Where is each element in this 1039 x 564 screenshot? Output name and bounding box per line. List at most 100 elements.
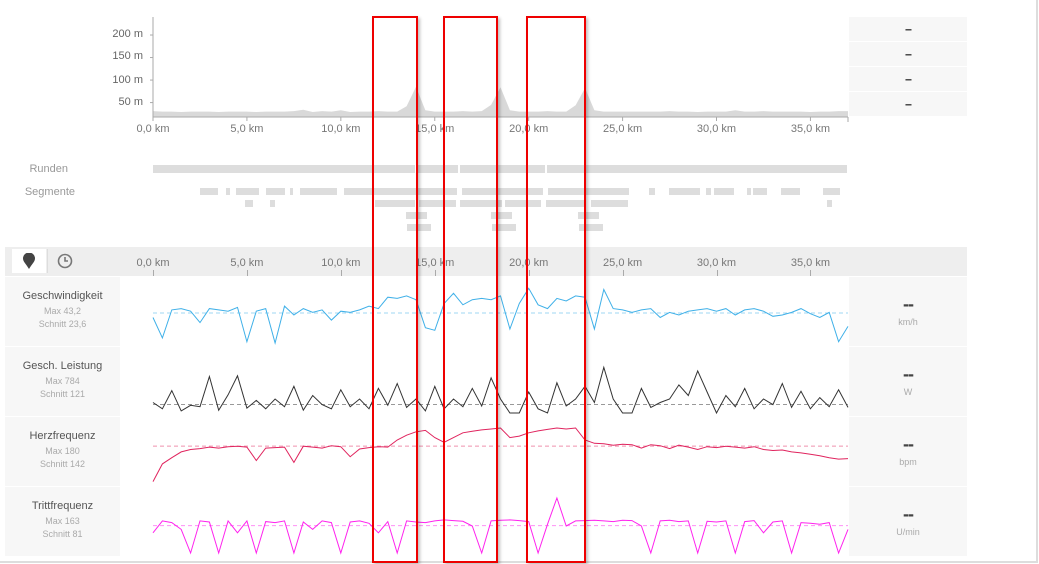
segment-bar[interactable]	[548, 188, 629, 195]
segment-bar[interactable]	[706, 188, 711, 195]
x-tick-label: 15,0 km	[415, 123, 455, 135]
chart-background	[122, 417, 848, 486]
segment-bar[interactable]	[344, 188, 457, 195]
segment-bar[interactable]	[492, 224, 516, 231]
segment-bar[interactable]	[578, 212, 599, 219]
segment-bar[interactable]	[407, 224, 431, 231]
segment-bar[interactable]	[546, 200, 584, 207]
x-tick-label: 30,0 km	[696, 123, 737, 135]
metric-label-panel: Geschwindigkeit Max 43,2 Schnitt 23,6	[5, 277, 120, 346]
metric-label-panel: Gesch. Leistung Max 784 Schnitt 121	[5, 347, 120, 416]
lap-bar[interactable]	[547, 165, 847, 173]
metric-chart[interactable]	[0, 277, 1039, 346]
series-line	[152, 365, 849, 415]
lap-bar[interactable]	[417, 165, 458, 173]
metric-label-panel: Trittfrequenz Max 163 Schnitt 81	[5, 487, 120, 556]
x-tick-mark	[434, 270, 436, 276]
segment-bar[interactable]	[669, 188, 700, 195]
metric-unit: U/min	[896, 527, 920, 537]
segment-bar[interactable]	[300, 188, 337, 195]
segment-bar[interactable]	[753, 188, 767, 195]
elevation-side-value: --	[849, 67, 967, 91]
metric-max: Max 43,2	[43, 306, 82, 316]
elevation-y-tick: 100 m	[112, 74, 143, 86]
x-tick-mark	[340, 270, 342, 276]
x-tick-label: 10,0 km	[321, 123, 361, 135]
segment-bar[interactable]	[579, 224, 603, 231]
segment-bar[interactable]	[266, 188, 285, 195]
metric-chart[interactable]	[0, 417, 1039, 486]
chart-background	[122, 487, 848, 556]
segment-bar[interactable]	[406, 212, 427, 219]
metric-value-panel: -- km/h	[849, 277, 967, 346]
x-tick-mark	[246, 270, 248, 276]
metric-chart[interactable]	[0, 487, 1039, 556]
metric-name: Gesch. Leistung	[22, 360, 103, 372]
distance-mode-button[interactable]	[12, 249, 46, 273]
metric-current-value: --	[903, 504, 914, 524]
elevation-y-tick: 200 m	[112, 28, 143, 40]
metric-name: Geschwindigkeit	[22, 290, 103, 302]
metric-average: Schnitt 142	[39, 459, 86, 469]
segment-bar[interactable]	[245, 200, 253, 207]
metric-max: Max 163	[45, 516, 80, 526]
elevation-side-value: --	[849, 42, 967, 66]
segment-bar[interactable]	[747, 188, 751, 195]
segment-bar[interactable]	[591, 200, 628, 207]
segment-bar[interactable]	[827, 200, 832, 207]
metric-average: Schnitt 121	[39, 389, 86, 399]
segment-bar[interactable]	[823, 188, 840, 195]
segment-bar[interactable]	[462, 188, 543, 195]
segment-bar[interactable]	[460, 200, 502, 207]
metric-value-panel: -- W	[849, 347, 967, 416]
map-pin-icon	[23, 253, 35, 269]
x-tick-label: 25,0 km	[603, 257, 643, 269]
segment-bar[interactable]	[200, 188, 218, 195]
metric-label-panel: Herzfrequenz Max 180 Schnitt 142	[5, 417, 120, 486]
x-tick-mark	[716, 270, 718, 276]
segment-bar[interactable]	[491, 212, 512, 219]
x-tick-label: 0,0 km	[136, 123, 170, 135]
segment-bar[interactable]	[649, 188, 655, 195]
metric-current-value: --	[903, 294, 914, 314]
metric-max: Max 784	[45, 376, 80, 386]
x-tick-mark	[622, 270, 624, 276]
lap-bar[interactable]	[460, 165, 545, 173]
segment-bar[interactable]	[290, 188, 293, 195]
segment-bar[interactable]	[781, 188, 800, 195]
x-tick-label: 5,0 km	[230, 123, 264, 135]
segment-bar[interactable]	[270, 200, 275, 207]
segment-bar[interactable]	[505, 200, 541, 207]
segment-bar[interactable]	[226, 188, 230, 195]
time-mode-button[interactable]	[47, 249, 82, 273]
metric-chart[interactable]	[0, 347, 1039, 416]
x-tick-label: 5,0 km	[230, 257, 264, 269]
laps-label: Runden	[29, 163, 68, 175]
x-tick-label: 10,0 km	[321, 257, 361, 269]
metric-name: Herzfrequenz	[29, 430, 96, 442]
clock-icon	[57, 253, 73, 269]
x-tick-label: 35,0 km	[790, 123, 830, 135]
metric-value-panel: -- U/min	[849, 487, 967, 556]
lap-bar[interactable]	[153, 165, 415, 173]
metric-unit: km/h	[898, 317, 918, 327]
segment-bar[interactable]	[714, 188, 734, 195]
elevation-area	[153, 86, 848, 117]
metric-average: Schnitt 23,6	[38, 319, 87, 329]
x-tick-label: 15,0 km	[415, 257, 455, 269]
x-tick-label: 20,0 km	[509, 123, 549, 135]
elevation-chart[interactable]	[0, 0, 1039, 150]
x-tick-mark	[153, 270, 154, 276]
metric-unit: bpm	[899, 457, 917, 467]
metric-name: Trittfrequenz	[31, 500, 94, 512]
segment-bar[interactable]	[375, 200, 415, 207]
elevation-y-tick: 50 m	[118, 96, 143, 108]
x-tick-label: 25,0 km	[603, 123, 643, 135]
x-tick-label: 30,0 km	[696, 257, 737, 269]
x-tick-label: 20,0 km	[509, 257, 549, 269]
segment-bar[interactable]	[236, 188, 259, 195]
x-tick-mark	[810, 270, 812, 276]
series-line	[152, 287, 849, 345]
segment-bar[interactable]	[419, 200, 456, 207]
elevation-side-value: --	[849, 92, 967, 116]
